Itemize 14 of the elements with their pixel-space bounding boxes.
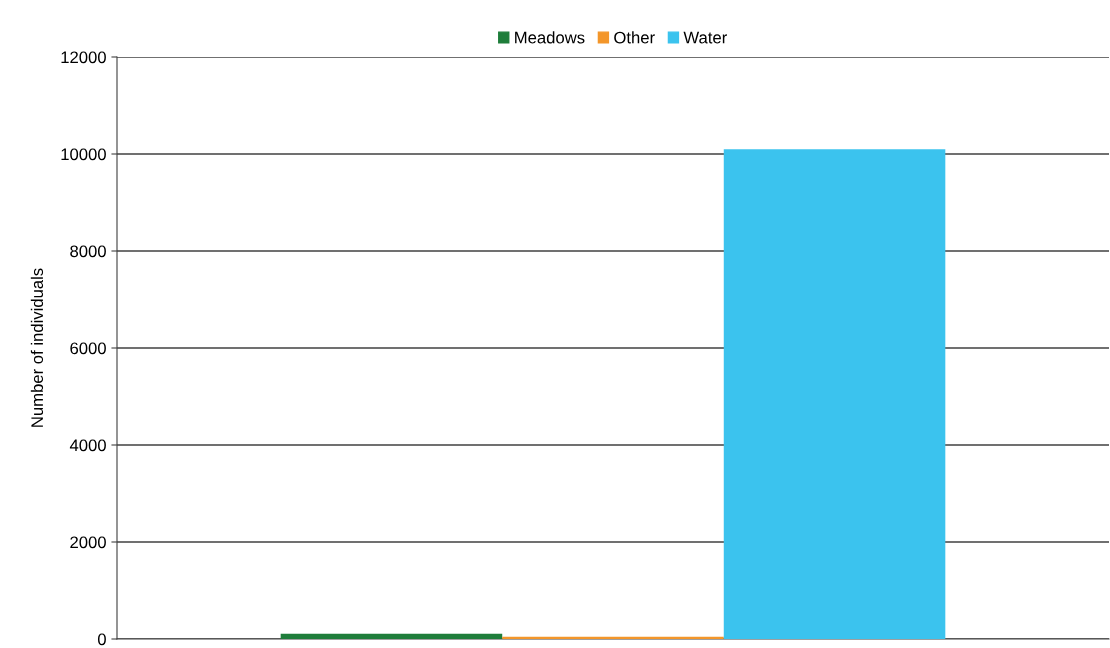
y-tick-label: 4000 bbox=[69, 439, 106, 452]
bar bbox=[502, 636, 724, 639]
y-axis-title: Number of individuals bbox=[30, 268, 44, 427]
legend-label: Water bbox=[683, 31, 727, 44]
legend-label: Meadows bbox=[515, 31, 585, 44]
y-tick-label: 0 bbox=[97, 633, 106, 646]
y-tick-label: 12000 bbox=[61, 51, 106, 64]
y-tick-label: 2000 bbox=[70, 536, 106, 549]
bar bbox=[723, 149, 946, 639]
y-tick-label: 8000 bbox=[70, 245, 106, 258]
bar bbox=[280, 633, 503, 639]
legend-label: Other bbox=[614, 31, 655, 44]
y-tick-label: 6000 bbox=[70, 342, 106, 355]
y-tick-label: 10000 bbox=[61, 148, 106, 161]
